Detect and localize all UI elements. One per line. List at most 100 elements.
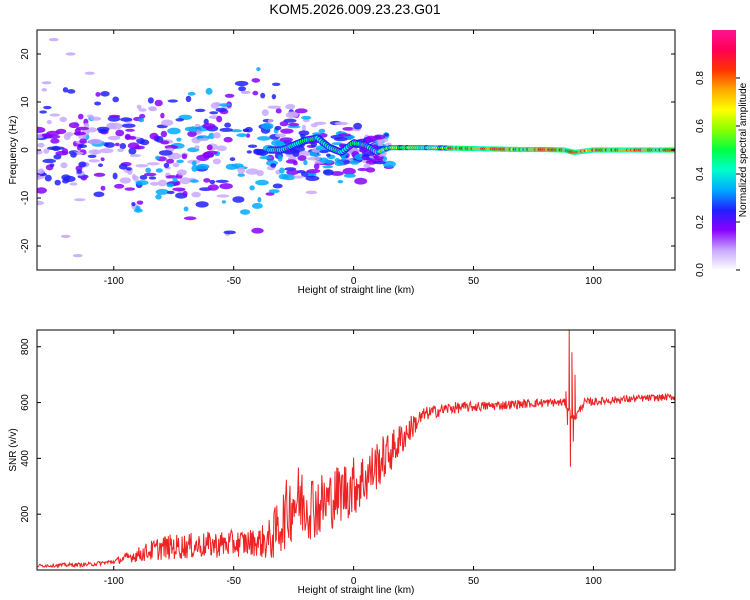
spectrogram-blob (50, 138, 60, 144)
spectrogram-y-tick-label: -10 (20, 190, 31, 205)
spectrogram-blob (305, 190, 318, 195)
spectrogram-blob (135, 205, 141, 212)
spectrogram-blob (148, 107, 158, 112)
spectrogram-blob (301, 124, 306, 131)
spectrogram-blob (69, 182, 78, 186)
spectrogram-blob (183, 206, 189, 212)
spectrogram-blob (127, 142, 140, 149)
spectrogram-blob (268, 189, 280, 194)
spectrogram-blob (285, 159, 298, 164)
spectrogram-blob (172, 187, 186, 192)
spectrogram-blob (384, 133, 389, 137)
spectrogram-x-tick-label: -100 (104, 276, 124, 287)
spectrogram-blob (78, 161, 87, 168)
spectrogram-blob (326, 153, 331, 157)
spectrogram-blob (190, 179, 199, 183)
spectrogram-blob (337, 180, 344, 184)
spectrogram-blob (255, 179, 269, 186)
spectrogram-blob (37, 187, 47, 194)
spectrogram-blob (185, 95, 192, 103)
snr-panel: -100 -50 0 50 100 200 400 600 800 Height of str… (8, 329, 676, 596)
spectrogram-blob (224, 93, 235, 98)
spectrogram-blob (100, 157, 105, 161)
spectrogram-blob (318, 128, 326, 134)
spectrogram-marks (37, 38, 675, 258)
spectrogram-blob (365, 159, 377, 165)
spectrogram-x-ticks: -100 -50 0 50 100 (104, 30, 602, 287)
spectrogram-blob (167, 127, 181, 135)
spectrogram-blob (334, 160, 344, 167)
spectrogram-blob (158, 150, 173, 156)
spectrogram-blob (118, 163, 128, 170)
spectrogram-blob (283, 118, 297, 123)
snr-series-line (37, 330, 675, 569)
spectrogram-blob (148, 176, 157, 180)
spectrogram-blob (267, 105, 281, 109)
spectrogram-blob (237, 173, 245, 177)
spectrogram-blob (78, 134, 87, 140)
spectrogram-blob (72, 254, 83, 258)
spectrogram-blob (182, 190, 188, 197)
snr-x-tick-label: 100 (585, 576, 602, 587)
spectrogram-blob (214, 102, 221, 106)
spectrogram-blob (223, 230, 236, 235)
spectrogram-blob (285, 112, 299, 119)
spectrogram-blob (202, 123, 216, 130)
spectrogram-blob (99, 148, 114, 154)
spectrogram-blob (357, 167, 368, 172)
spectrogram-blob (39, 110, 47, 114)
spectrogram-blob (163, 162, 170, 168)
spectrogram-blob (94, 101, 102, 106)
spectrogram-blob (191, 191, 201, 198)
spectrogram-y-tick-label: 20 (20, 48, 31, 60)
snr-frame (36, 329, 676, 571)
spectrogram-blob (275, 108, 282, 114)
spectrogram-blob (54, 179, 61, 186)
spectrogram-blob (251, 78, 261, 83)
spectrogram-blob (65, 52, 76, 56)
spectrogram-blob (144, 172, 157, 177)
spectrogram-blob (198, 138, 209, 142)
spectrogram-blob (127, 170, 133, 175)
spectrogram-blob (119, 177, 131, 184)
spectrogram-blob (343, 173, 356, 178)
spectrogram-blob (124, 133, 132, 140)
spectrogram-blob (100, 185, 106, 191)
spectrogram-blob (271, 139, 285, 147)
spectrogram-blob (100, 91, 110, 97)
spectrogram-blob (59, 116, 67, 123)
spectrogram-blob (76, 169, 83, 174)
spectrogram-blob (305, 175, 320, 181)
spectrogram-blob (84, 71, 95, 75)
spectrogram-blob (240, 90, 251, 94)
spectrogram-blob (224, 122, 232, 128)
spectrogram-blob (88, 159, 101, 163)
spectrogram-blob (240, 209, 251, 215)
spectrogram-blob (37, 126, 46, 133)
spectrogram-blob (62, 87, 69, 93)
spectrogram-blob (194, 123, 201, 128)
spectrogram-blob (161, 119, 174, 126)
spectrogram-blob (117, 148, 124, 153)
spectrogram-blob (365, 135, 377, 143)
spectrogram-blob (272, 183, 283, 189)
spectrogram-blob (106, 122, 117, 130)
spectrogram-blob (177, 169, 187, 176)
spectrogram-blob (176, 159, 184, 164)
spectrogram-blob (68, 122, 80, 129)
snr-x-tick-label: 50 (468, 576, 480, 587)
spectrogram-blob (121, 123, 136, 128)
spectrogram-blob (297, 155, 307, 161)
spectrogram-blob (49, 163, 55, 167)
spectrogram-blob (155, 194, 162, 200)
spectrogram-blob (189, 126, 198, 133)
spectrogram-blob (131, 202, 136, 207)
spectrogram-blob (55, 128, 67, 135)
spectrogram-blob (205, 87, 213, 95)
spectrogram-blob (249, 185, 255, 191)
spectrogram-blob (167, 99, 178, 103)
spectrogram-blob (202, 152, 214, 158)
spectrogram-blob (93, 191, 105, 198)
spectrogram-y-tick-label: -20 (20, 238, 31, 253)
spectrogram-blob (80, 176, 87, 181)
